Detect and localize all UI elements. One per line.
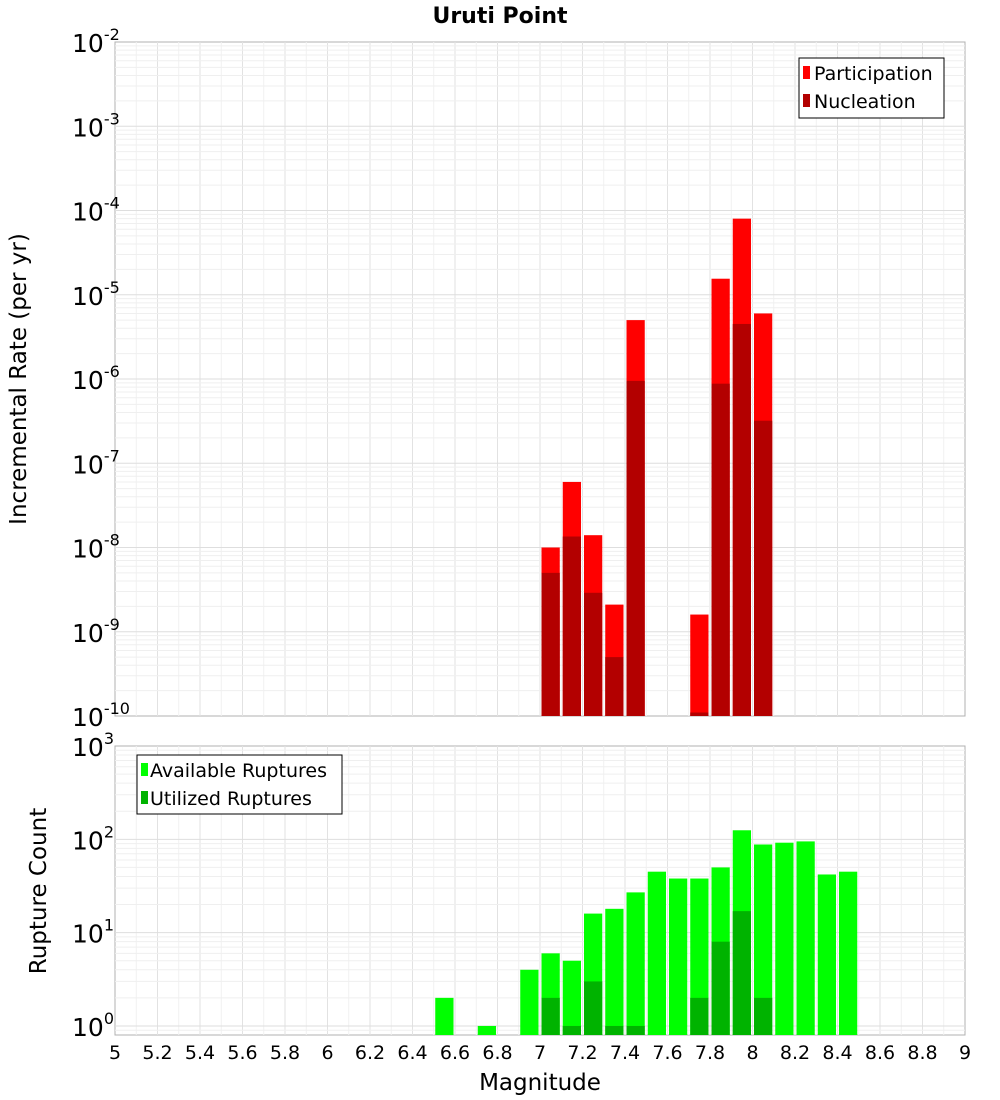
- magnitude-x-tick-label: 7.2: [567, 1042, 597, 1064]
- available-legend-swatch: [141, 763, 148, 776]
- count-y-tick-label: 101: [72, 916, 114, 949]
- count-bar-available-ruptures: [796, 841, 815, 1035]
- count-y-tick-label: 103: [72, 729, 114, 762]
- utilized-legend-swatch: [141, 791, 148, 804]
- count-bar-available-ruptures: [435, 997, 454, 1035]
- count-bar-utilized-ruptures: [626, 1025, 645, 1035]
- count-y-tick-label: 100: [72, 1009, 114, 1042]
- magnitude-x-tick-label: 6.6: [440, 1042, 470, 1064]
- rate-bar-nucleation: [711, 383, 730, 716]
- magnitude-x-tick-label: 7.4: [610, 1042, 640, 1064]
- rate-bar-participation: [690, 614, 709, 716]
- magnitude-x-ticks: 5 5.2 5.4 5.6 5.8 6 6.2 6.4 6.6 6.8 7 7.2 7.4 7.6 7.8 8…: [109, 1042, 971, 1064]
- count-legend: Available Ruptures Utilized Ruptures: [136, 754, 343, 815]
- magnitude-x-tick-label: 8.8: [907, 1042, 937, 1064]
- count-bar-available-ruptures: [605, 908, 624, 1035]
- rate-bar-nucleation: [562, 536, 581, 716]
- magnitude-x-tick-label: 9: [959, 1042, 971, 1064]
- rate-y-tick-label: 10-3: [72, 109, 120, 142]
- rate-bar-nucleation: [732, 323, 751, 716]
- magnitude-x-tick-label: 8: [746, 1042, 758, 1064]
- count-bar-available-ruptures: [690, 878, 709, 1035]
- count-bar-utilized-ruptures: [711, 941, 730, 1035]
- rate-y-axis-label: Incremental Rate (per yr): [6, 233, 32, 525]
- magnitude-x-tick-label: 5.2: [142, 1042, 172, 1064]
- magnitude-x-tick-label: 6: [321, 1042, 333, 1064]
- rate-y-tick-label: 10-7: [72, 446, 120, 479]
- rate-bar-nucleation: [605, 657, 624, 716]
- rate-bar-nucleation: [626, 380, 645, 716]
- rate-gridlines: [115, 42, 965, 716]
- available-legend-label: Available Ruptures: [150, 760, 327, 782]
- magnitude-x-axis-label: Magnitude: [479, 1070, 601, 1096]
- count-bar-utilized-ruptures: [605, 1025, 624, 1035]
- utilized-legend-label: Utilized Ruptures: [150, 788, 312, 810]
- rate-y-tick-label: 10-2: [72, 25, 120, 58]
- count-bar-available-ruptures: [647, 871, 666, 1035]
- rate-bars: [541, 218, 773, 716]
- rate-bar-nucleation: [690, 712, 709, 716]
- count-bar-utilized-ruptures: [541, 997, 560, 1035]
- rate-panel: 10-10 10-9 10-8 10-7 10-6 10-5 10-4 10-3 10-2 In…: [6, 25, 966, 732]
- count-bar-available-ruptures: [839, 871, 858, 1035]
- rate-y-tick-label: 10-6: [72, 362, 120, 395]
- rate-y-tick-label: 10-8: [72, 531, 120, 564]
- magnitude-x-tick-label: 8.4: [822, 1042, 852, 1064]
- rate-legend: Participation Nucleation: [798, 57, 945, 119]
- count-bar-available-ruptures: [775, 842, 794, 1035]
- rate-bar-nucleation: [541, 572, 560, 716]
- magnitude-x-tick-label: 6.2: [355, 1042, 385, 1064]
- count-bars: [435, 830, 858, 1035]
- count-bar-utilized-ruptures: [732, 911, 751, 1035]
- count-y-ticks: 100 101 102 103: [72, 729, 114, 1042]
- count-panel: 100 101 102 103 5 5.2 5.4 5.6 5.8 6 6.2 6.4 6.6 6.8 7…: [26, 729, 971, 1096]
- count-bar-available-ruptures: [626, 892, 645, 1035]
- magnitude-x-tick-label: 5: [109, 1042, 121, 1064]
- count-bar-available-ruptures: [669, 878, 688, 1035]
- magnitude-x-tick-label: 6.4: [397, 1042, 427, 1064]
- rate-legend-box: [798, 57, 945, 119]
- magnitude-x-tick-label: 5.8: [270, 1042, 300, 1064]
- count-bar-available-ruptures: [817, 874, 836, 1035]
- magnitude-x-tick-label: 7.6: [652, 1042, 682, 1064]
- chart-title: Uruti Point: [432, 4, 568, 29]
- participation-legend-label: Participation: [814, 63, 933, 85]
- count-y-tick-label: 102: [72, 822, 114, 855]
- count-bar-utilized-ruptures: [584, 981, 603, 1035]
- count-bar-utilized-ruptures: [562, 1025, 581, 1035]
- magnitude-x-tick-label: 5.6: [227, 1042, 257, 1064]
- rate-y-tick-label: 10-5: [72, 278, 120, 311]
- magnitude-x-tick-label: 5.4: [185, 1042, 215, 1064]
- count-bar-available-ruptures: [562, 960, 581, 1035]
- count-bar-available-ruptures: [477, 1025, 496, 1035]
- rate-y-tick-label: 10-4: [72, 194, 120, 227]
- rate-y-tick-label: 10-10: [72, 699, 130, 732]
- magnitude-x-tick-label: 6.8: [482, 1042, 512, 1064]
- rate-bar-nucleation: [584, 592, 603, 716]
- participation-legend-swatch: [803, 66, 810, 79]
- rate-y-tick-label: 10-9: [72, 615, 120, 648]
- rate-y-ticks: 10-10 10-9 10-8 10-7 10-6 10-5 10-4 10-3 10-2: [72, 25, 130, 732]
- magnitude-x-tick-label: 7: [534, 1042, 546, 1064]
- nucleation-legend-swatch: [803, 94, 810, 107]
- count-legend-box: [136, 754, 343, 815]
- magnitude-x-tick-label: 7.8: [695, 1042, 725, 1064]
- rate-bar-nucleation: [754, 420, 773, 716]
- nucleation-legend-label: Nucleation: [814, 91, 916, 113]
- count-bar-utilized-ruptures: [690, 997, 709, 1035]
- count-bar-utilized-ruptures: [754, 997, 773, 1035]
- count-bar-available-ruptures: [754, 844, 773, 1035]
- magnitude-x-tick-label: 8.2: [780, 1042, 810, 1064]
- count-y-axis-label: Rupture Count: [26, 808, 52, 974]
- magnitude-x-tick-label: 8.6: [865, 1042, 895, 1064]
- count-bar-available-ruptures: [520, 969, 539, 1035]
